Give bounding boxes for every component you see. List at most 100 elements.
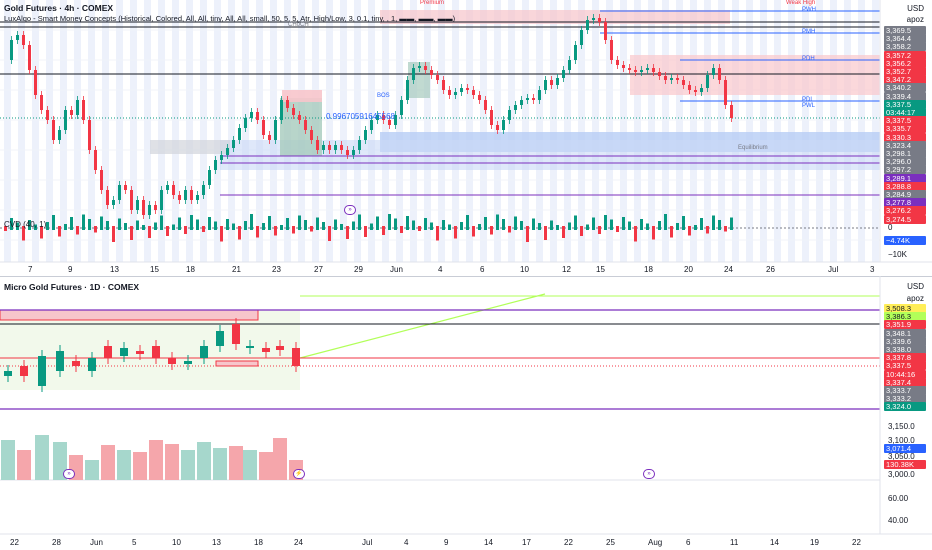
premium-zone	[380, 10, 730, 24]
top-indicator-label[interactable]: LuxAlgo - Smart Money Concepts (Historic…	[4, 14, 456, 23]
candle	[52, 120, 55, 140]
price-label: 3,352.7	[884, 67, 926, 76]
candle	[526, 98, 529, 100]
candle	[196, 195, 199, 200]
candle	[400, 100, 403, 115]
bottom-currency[interactable]: USD	[907, 282, 924, 291]
price-label: 3,298.1	[884, 149, 926, 158]
time-tick: 5	[132, 538, 137, 547]
price-label: 3,333.7	[884, 386, 926, 395]
top-chart-pane[interactable]: Gold Futures · 4h · COMEX LuxAlgo - Smar…	[0, 0, 932, 276]
candle	[424, 66, 427, 70]
candle	[562, 70, 565, 78]
scale-tick: 3,150.0	[888, 422, 915, 431]
cvd-bar	[112, 226, 115, 242]
time-tick: Jul	[828, 265, 839, 274]
cvd-bar	[544, 226, 547, 240]
candle	[4, 371, 12, 376]
weak-high-tag: Weak High	[786, 0, 816, 6]
session-band	[746, 0, 753, 262]
cvd-bar	[616, 226, 619, 232]
cvd-bar	[586, 224, 589, 230]
supply-zone	[630, 55, 880, 95]
session-band	[550, 0, 557, 262]
candle	[120, 348, 128, 356]
premium-tag: Premium	[420, 0, 445, 6]
candle	[616, 60, 619, 65]
session-band	[816, 0, 823, 262]
cvd-bar	[244, 221, 247, 230]
candle	[472, 90, 475, 95]
candle	[430, 70, 433, 75]
cvd-bar	[550, 220, 553, 230]
candle	[604, 22, 607, 40]
cvd-bar	[346, 226, 349, 239]
candle	[148, 205, 151, 215]
cvd-bar	[388, 214, 391, 230]
volume-bar	[17, 450, 31, 480]
cvd-bar	[196, 219, 199, 230]
cvd-bar	[184, 226, 187, 234]
session-band	[382, 0, 389, 262]
session-band	[508, 0, 515, 262]
volume-bar	[133, 452, 147, 480]
session-band	[662, 0, 669, 262]
session-band	[872, 0, 879, 262]
cvd-bar	[226, 219, 229, 230]
top-chart-canvas[interactable]	[0, 0, 932, 276]
time-tick: 17	[522, 538, 531, 547]
top-currency[interactable]: USD	[907, 4, 924, 13]
cvd-bar	[370, 223, 373, 230]
candle	[216, 331, 224, 346]
candle	[40, 95, 43, 110]
cvd-bar	[598, 226, 601, 234]
cvd-bar	[484, 217, 487, 230]
volume-bar	[1, 440, 15, 480]
price-label: 03:44:17	[884, 108, 926, 117]
cvd-bar	[178, 217, 181, 230]
event-icon[interactable]: ⚡	[293, 469, 305, 479]
volume-bar	[117, 450, 131, 480]
volume-label: 130.38K	[884, 460, 926, 469]
candle	[184, 190, 187, 200]
candle	[106, 190, 109, 205]
session-band	[452, 0, 459, 262]
price-label: 3,339.4	[884, 91, 926, 101]
cvd-bar	[328, 226, 331, 241]
event-icon[interactable]: »	[643, 469, 655, 479]
time-tick: 14	[770, 538, 779, 547]
candle	[304, 120, 307, 130]
cvd-bar	[310, 226, 313, 232]
cvd-bar	[478, 224, 481, 230]
candle	[280, 100, 283, 120]
candle	[250, 112, 253, 118]
time-tick: 3	[870, 265, 875, 274]
bottom-chart-pane[interactable]: Micro Gold Futures · 1D · COMEX USD apoz…	[0, 276, 932, 550]
bottom-chart-canvas[interactable]	[0, 276, 932, 550]
session-band	[396, 0, 403, 262]
time-tick: 22	[564, 538, 573, 547]
price-label: 3,356.2	[884, 58, 926, 68]
event-icon[interactable]: »	[344, 205, 356, 215]
candle	[136, 200, 139, 210]
cvd-bar	[640, 219, 643, 230]
session-band	[844, 0, 851, 262]
price-label: 3,297.2	[884, 165, 926, 175]
price-label: 3,333.2	[884, 394, 926, 404]
candle	[664, 76, 667, 80]
cvd-label[interactable]: CVD (40, 1)	[4, 220, 47, 229]
event-icon[interactable]: »	[63, 469, 75, 479]
cvd-bar	[454, 226, 457, 239]
supply-box	[215, 360, 259, 367]
price-label: 3,337.4	[884, 377, 926, 387]
cvd-bar	[448, 224, 451, 230]
candle	[652, 68, 655, 72]
projection-line	[299, 293, 546, 359]
scale-tick: 60.00	[888, 494, 909, 503]
cvd-bar	[166, 226, 169, 236]
bottom-unit[interactable]: apoz	[906, 294, 924, 303]
candle	[34, 70, 37, 95]
cvd-bar	[520, 221, 523, 230]
top-unit[interactable]: apoz	[906, 15, 924, 24]
cvd-bar	[712, 215, 715, 230]
